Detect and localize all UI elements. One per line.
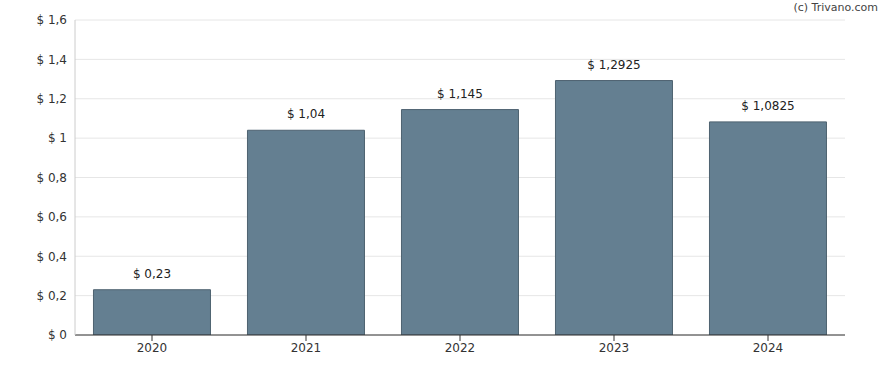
svg-text:$ 1,6: $ 1,6	[36, 13, 67, 27]
svg-text:$ 0,23: $ 0,23	[133, 267, 171, 281]
svg-text:$ 0: $ 0	[48, 328, 67, 342]
svg-text:$ 1,2: $ 1,2	[36, 92, 67, 106]
svg-text:2022: 2022	[445, 341, 476, 355]
svg-text:$ 1,4: $ 1,4	[36, 53, 67, 67]
svg-text:$ 0,6: $ 0,6	[36, 210, 67, 224]
html-text:(c) Trivano.com: (c) Trivano.com	[793, 1, 878, 14]
svg-text:2020: 2020	[137, 341, 168, 355]
svg-text:2023: 2023	[599, 341, 630, 355]
svg-text:$ 0,4: $ 0,4	[36, 250, 67, 264]
svg-text:$ 0,2: $ 0,2	[36, 289, 67, 303]
svg-text:$ 1,145: $ 1,145	[437, 87, 483, 101]
svg-text:$ 0,8: $ 0,8	[36, 171, 67, 185]
svg-text:2024: 2024	[753, 341, 784, 355]
svg-text:$ 1: $ 1	[48, 131, 67, 145]
svg-text:$ 1,2925: $ 1,2925	[587, 58, 640, 72]
svg-text:$ 1,04: $ 1,04	[287, 107, 325, 121]
svg-text:2021: 2021	[291, 341, 322, 355]
svg-text:$ 1,0825: $ 1,0825	[741, 99, 794, 113]
